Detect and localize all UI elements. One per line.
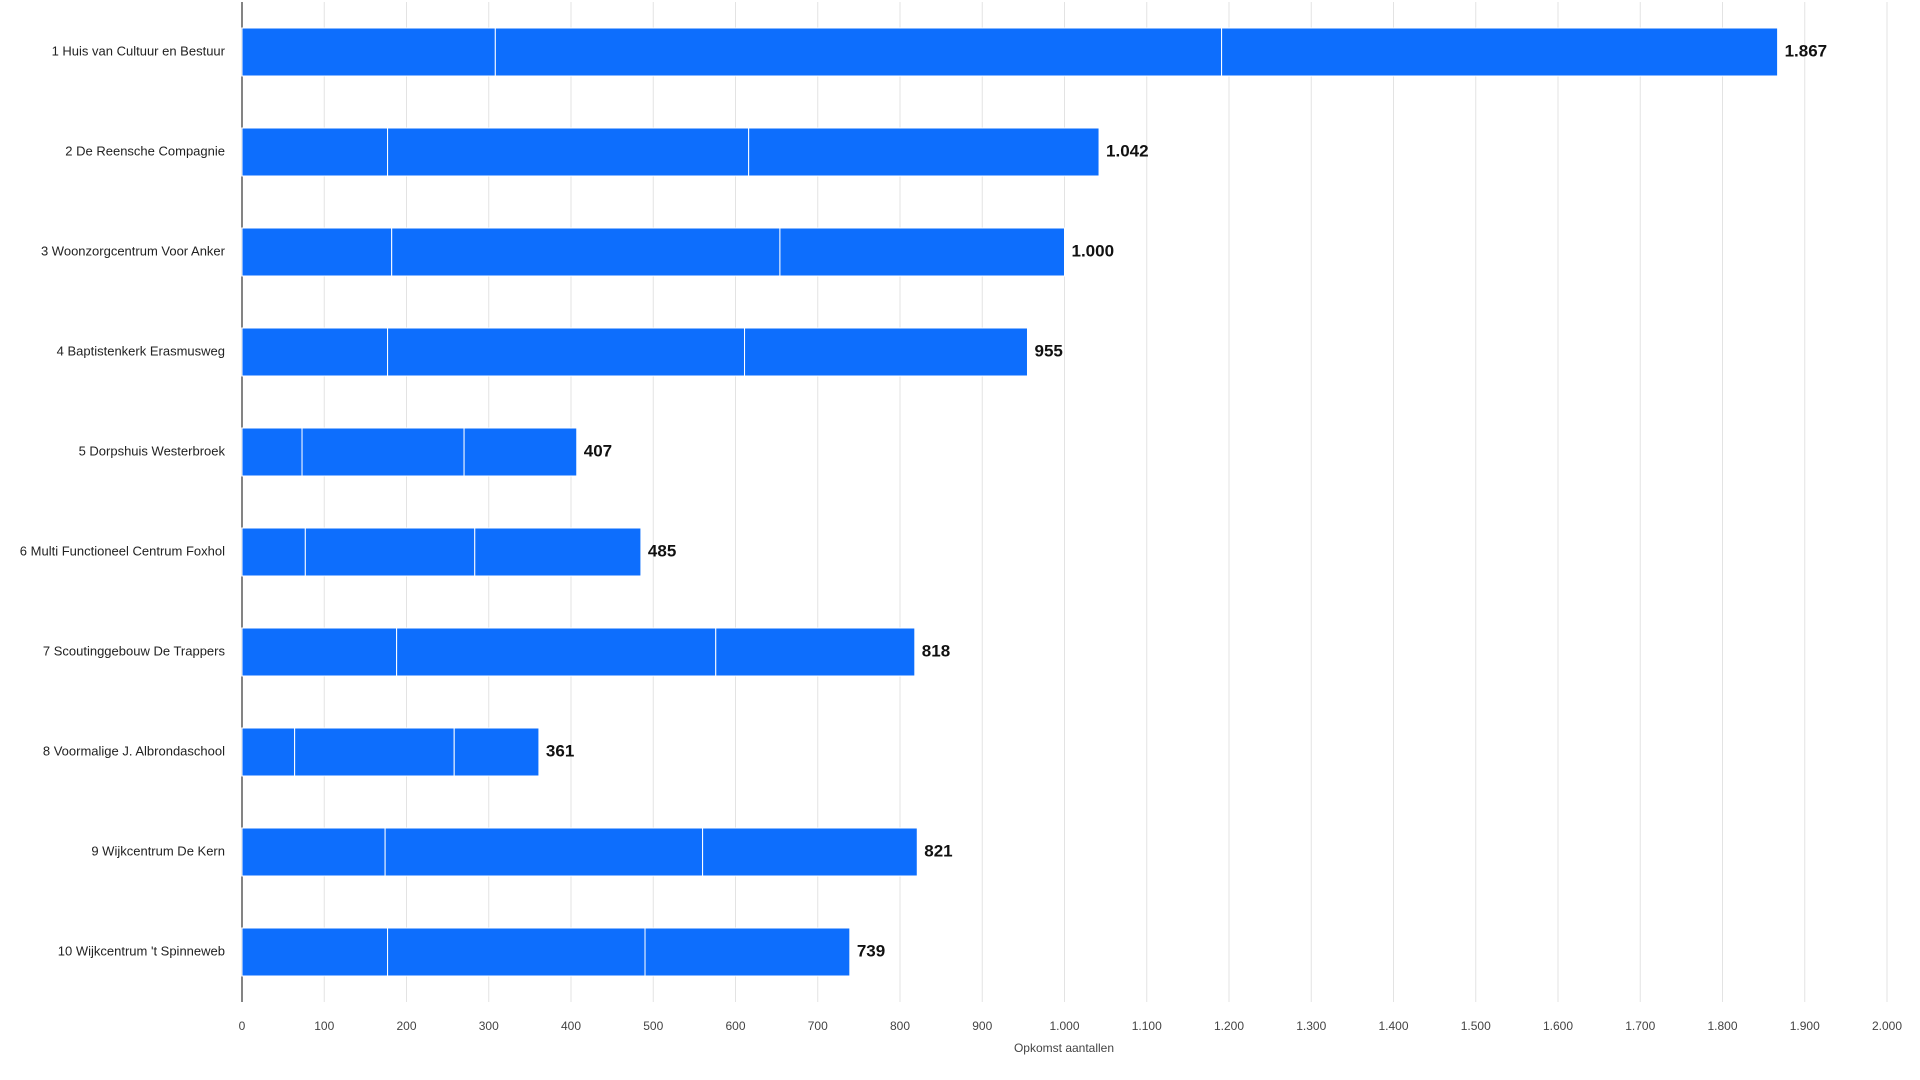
total-label: 1.000 — [1072, 241, 1115, 260]
bar-segment — [241, 127, 389, 177]
bar-segment — [301, 427, 465, 477]
bar-segment — [715, 627, 916, 677]
y-tick-label: 10 Wijkcentrum 't Spinneweb — [58, 943, 225, 958]
x-tick-label: 1.400 — [1378, 1019, 1408, 1033]
bar-segment — [453, 727, 540, 777]
y-tick-label: 5 Dorpshuis Westerbroek — [79, 443, 226, 458]
total-label: 361 — [546, 741, 574, 760]
bar-segment — [241, 227, 393, 277]
total-label: 821 — [924, 841, 952, 860]
x-tick-label: 1.700 — [1625, 1019, 1655, 1033]
bar-segment — [387, 927, 646, 977]
bar-segment — [241, 727, 296, 777]
x-tick-label: 1.500 — [1461, 1019, 1491, 1033]
bar-segment — [241, 27, 496, 77]
y-tick-label: 2 De Reensche Compagnie — [65, 143, 225, 158]
bar-segment — [241, 327, 389, 377]
bar-segment — [241, 427, 303, 477]
x-tick-label: 100 — [314, 1019, 334, 1033]
y-tick-label: 3 Woonzorgcentrum Voor Anker — [41, 243, 226, 258]
bar-segment — [1221, 27, 1779, 77]
total-label: 955 — [1034, 341, 1062, 360]
total-label: 818 — [922, 641, 950, 660]
bar-segment — [241, 827, 386, 877]
x-tick-label: 600 — [725, 1019, 745, 1033]
bar-segment — [748, 127, 1100, 177]
x-tick-label: 500 — [643, 1019, 663, 1033]
total-label: 407 — [584, 441, 612, 460]
bar-segment — [779, 227, 1065, 277]
bar-segment — [304, 527, 476, 577]
bar-segment — [474, 527, 642, 577]
bar-segment — [387, 127, 750, 177]
bar-segment — [644, 927, 851, 977]
x-tick-label: 1.900 — [1790, 1019, 1820, 1033]
bar-segment — [463, 427, 578, 477]
y-tick-label: 8 Voormalige J. Albrondaschool — [43, 743, 225, 758]
y-tick-label: 6 Multi Functioneel Centrum Foxhol — [20, 543, 225, 558]
x-tick-label: 800 — [890, 1019, 910, 1033]
x-tick-label: 1.300 — [1296, 1019, 1326, 1033]
x-tick-label: 900 — [972, 1019, 992, 1033]
bar-segment — [241, 927, 389, 977]
x-axis-label: Opkomst aantallen — [1014, 1041, 1114, 1055]
total-label: 485 — [648, 541, 676, 560]
x-tick-label: 400 — [561, 1019, 581, 1033]
bar-segment — [744, 327, 1028, 377]
total-label: 739 — [857, 941, 885, 960]
x-tick-label: 1.200 — [1214, 1019, 1244, 1033]
x-tick-label: 1.000 — [1049, 1019, 1079, 1033]
bar-segment — [391, 227, 781, 277]
y-tick-label: 4 Baptistenkerk Erasmusweg — [57, 343, 225, 358]
x-tick-label: 1.100 — [1132, 1019, 1162, 1033]
bar-segment — [241, 527, 306, 577]
x-tick-label: 200 — [396, 1019, 416, 1033]
x-tick-label: 0 — [239, 1019, 246, 1033]
y-tick-label: 7 Scoutinggebouw De Trappers — [43, 643, 226, 658]
total-label: 1.042 — [1106, 141, 1149, 160]
bar-segment — [294, 727, 455, 777]
x-tick-label: 1.800 — [1707, 1019, 1737, 1033]
bar-segment — [396, 627, 717, 677]
x-tick-label: 1.600 — [1543, 1019, 1573, 1033]
bar-segment — [387, 327, 746, 377]
y-tick-label: 1 Huis van Cultuur en Bestuur — [52, 43, 226, 58]
bar-segment — [241, 627, 398, 677]
bar-segment — [494, 27, 1223, 77]
bar-segment — [384, 827, 704, 877]
y-tick-label: 9 Wijkcentrum De Kern — [91, 843, 225, 858]
x-tick-label: 2.000 — [1872, 1019, 1902, 1033]
bar-segment — [702, 827, 918, 877]
x-tick-label: 300 — [479, 1019, 499, 1033]
x-tick-label: 700 — [808, 1019, 828, 1033]
total-label: 1.867 — [1785, 41, 1828, 60]
